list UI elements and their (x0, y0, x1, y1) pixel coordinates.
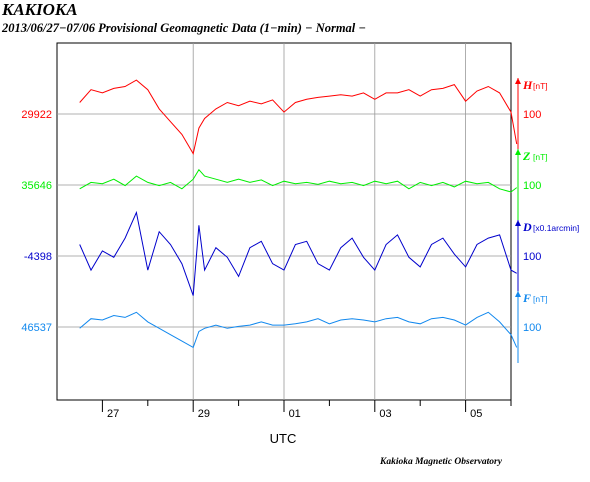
series-base-label: 35646 (21, 180, 52, 192)
scale-arrow-icon (515, 220, 521, 226)
x-tick-label: 05 (470, 408, 482, 420)
page-subtitle: 2013/06/27−07/06 Provisional Geomagnetic… (2, 21, 366, 35)
series-line-f (79, 311, 518, 349)
x-tick-label: 27 (107, 408, 119, 420)
scale-arrow-icon (515, 78, 521, 84)
series-scale-label: 100 (523, 109, 541, 121)
x-axis-label: UTC (270, 431, 297, 446)
page-title: KAKIOKA (2, 0, 78, 19)
series-component: H (522, 78, 533, 92)
series-line-z (79, 168, 518, 193)
series-scale-label: 100 (523, 251, 541, 263)
observatory-credit: Kakioka Magnetic Observatory (380, 457, 502, 467)
series-unit: [nT] (533, 294, 548, 304)
series-unit: [nT] (533, 152, 548, 162)
chart-grid (56, 42, 512, 401)
series-scale-label: 100 (523, 322, 541, 334)
x-tick-label: 03 (379, 408, 391, 420)
series-base-label: -4398 (24, 251, 52, 263)
series-unit: [x0.1arcmin] (533, 223, 579, 233)
scale-arrow-icon (515, 149, 521, 155)
x-tick-label: 01 (289, 408, 301, 420)
x-axis-ticks: 27 29 01 03 05 (101, 400, 512, 420)
series-lines (79, 79, 518, 349)
series-component: D (522, 220, 532, 234)
series-unit: [nT] (533, 81, 548, 91)
series-line-d (79, 210, 517, 296)
series-line-h (79, 79, 518, 155)
series-base-label: 46537 (21, 322, 52, 334)
series-component: Z (522, 149, 531, 163)
series-component: F (522, 291, 531, 305)
x-tick-label: 29 (198, 408, 210, 420)
series-base-label: 29922 (21, 109, 52, 121)
scale-arrow-icon (515, 291, 521, 297)
series-scale-label: 100 (523, 180, 541, 192)
